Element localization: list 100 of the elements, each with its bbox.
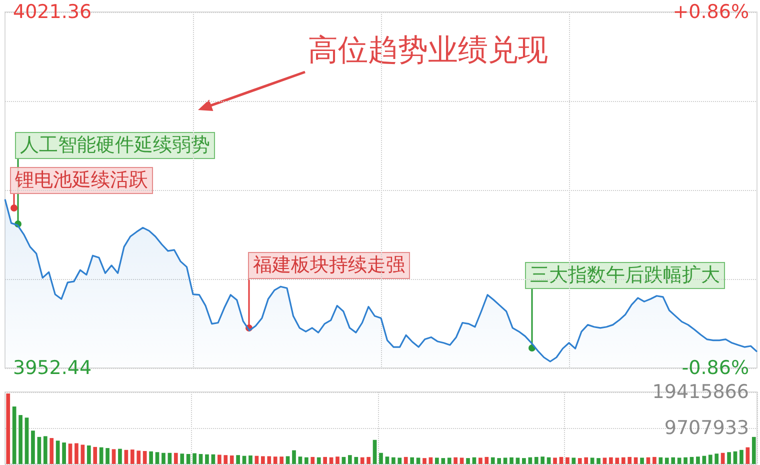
y-tick-label: 9707933 <box>664 417 749 439</box>
bar <box>484 456 489 464</box>
bar <box>522 458 526 464</box>
bar <box>18 415 22 464</box>
bar <box>342 456 346 464</box>
bar <box>142 451 147 464</box>
bar <box>130 450 134 464</box>
bar <box>702 456 706 464</box>
bar <box>124 450 128 464</box>
bar <box>12 406 16 464</box>
bar <box>112 449 116 464</box>
bar <box>93 446 98 464</box>
bar <box>404 456 408 464</box>
bar <box>174 452 178 464</box>
bar <box>379 452 383 464</box>
bar <box>366 456 370 464</box>
bar <box>664 458 669 464</box>
bar <box>74 443 78 464</box>
bar <box>56 440 60 464</box>
bar <box>6 394 10 464</box>
bar <box>466 458 470 464</box>
bar <box>696 456 700 464</box>
annotation: 高位趋势业绩兑现 <box>308 32 548 70</box>
bar <box>510 457 514 464</box>
bar <box>336 456 340 464</box>
bar <box>286 456 290 464</box>
bar <box>740 450 744 464</box>
bar <box>478 458 482 464</box>
bar <box>714 454 719 464</box>
bar <box>615 458 620 464</box>
bar <box>584 457 588 464</box>
bar <box>230 455 234 464</box>
bar <box>236 455 240 464</box>
bar <box>658 457 663 464</box>
bar <box>372 440 377 464</box>
bar <box>310 456 315 464</box>
bar <box>733 451 738 464</box>
bar <box>572 458 576 464</box>
bar <box>248 455 252 464</box>
bar <box>447 458 452 464</box>
bar <box>398 458 402 464</box>
bar <box>652 456 656 464</box>
bar <box>746 447 750 464</box>
bar <box>354 456 358 464</box>
bar <box>708 454 712 464</box>
bar <box>677 458 682 464</box>
bar <box>267 456 272 464</box>
bar <box>528 457 532 464</box>
annotation: 福建板块持续走强 <box>248 252 410 279</box>
bar <box>80 444 85 464</box>
bar <box>68 444 72 464</box>
bar <box>205 454 209 464</box>
bar <box>162 452 166 464</box>
bar <box>534 456 538 464</box>
bar <box>37 436 42 464</box>
bar <box>690 456 694 464</box>
bar <box>86 445 91 464</box>
bar <box>62 442 66 464</box>
bar <box>578 458 582 464</box>
bar <box>516 458 520 464</box>
bar <box>416 458 420 464</box>
bar <box>298 456 302 464</box>
bar <box>684 457 688 464</box>
y2-tick-label: +0.86% <box>672 1 749 23</box>
bar <box>596 458 600 464</box>
bar <box>280 456 284 464</box>
bar <box>43 436 48 464</box>
bar <box>621 457 626 464</box>
bar <box>323 456 327 464</box>
bar <box>553 458 557 464</box>
bar <box>422 458 426 464</box>
bar <box>136 450 141 464</box>
bar <box>671 457 676 464</box>
bar <box>273 456 278 464</box>
bar <box>727 452 731 464</box>
bar <box>410 457 414 464</box>
bar <box>118 448 122 464</box>
bar <box>217 454 222 464</box>
bar <box>168 452 172 464</box>
bar <box>497 458 502 464</box>
bar <box>540 456 545 464</box>
bar <box>640 458 644 464</box>
bar <box>260 456 265 464</box>
bar <box>50 438 54 464</box>
bar <box>460 458 464 464</box>
bar <box>292 450 296 464</box>
bar <box>360 457 364 464</box>
bar <box>24 418 29 464</box>
bar <box>454 457 458 464</box>
bar <box>99 447 104 464</box>
bar <box>559 456 564 464</box>
bar <box>490 457 495 464</box>
bar <box>106 448 110 464</box>
annotation: 人工智能硬件延续弱势 <box>15 132 215 159</box>
bar <box>149 451 153 464</box>
y2-tick-label: -0.86% <box>682 357 749 379</box>
annotation: 三大指数午后跌幅扩大 <box>525 262 725 289</box>
bar <box>180 454 184 464</box>
y-tick-label: 4021.36 <box>13 1 92 23</box>
bar <box>192 453 196 464</box>
